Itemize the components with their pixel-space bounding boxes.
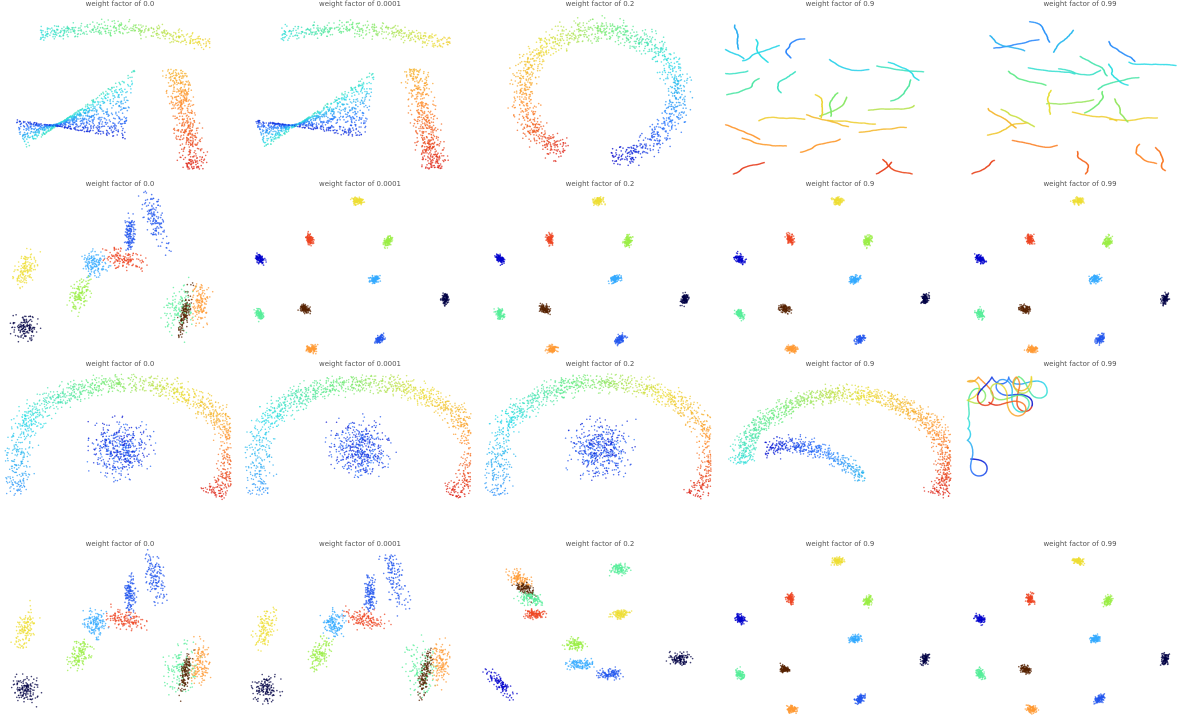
point-cloud [973, 556, 1171, 715]
scatter-panel: weight factor of 0.0001 [240, 180, 480, 360]
point-cloud [724, 24, 925, 175]
scatter-panel: weight factor of 0.0 [0, 0, 240, 180]
point-cloud [9, 190, 214, 343]
panel-title: weight factor of 0.99 [960, 180, 1200, 188]
panel-title: weight factor of 0.99 [960, 0, 1200, 8]
point-cloud [733, 196, 931, 355]
panel-title: weight factor of 0.0001 [240, 180, 480, 188]
panel-title: weight factor of 0.9 [720, 540, 960, 548]
scatter-plot [482, 562, 694, 701]
panel-title: weight factor of 0.99 [960, 360, 1200, 368]
point-cloud [971, 20, 1177, 175]
point-cloud [482, 562, 694, 701]
point-cloud [15, 18, 211, 170]
scatter-panel: weight factor of 0.0 [0, 180, 240, 360]
scatter-plot [15, 18, 211, 170]
panel-title: weight factor of 0.0 [0, 180, 240, 188]
panel-title: weight factor of 0.99 [960, 540, 1200, 548]
panel-title: weight factor of 0.2 [480, 360, 720, 368]
scatter-plot [255, 19, 451, 170]
scatter-plot [507, 15, 694, 167]
panel-title: weight factor of 0.0 [0, 360, 240, 368]
scatter-panel: weight factor of 0.9 [720, 360, 960, 540]
scatter-plot [973, 556, 1171, 715]
panel-title: weight factor of 0.0 [0, 540, 240, 548]
scatter-plot [966, 375, 1048, 477]
point-cloud [966, 375, 1048, 477]
point-cloud [484, 373, 712, 500]
scatter-panel: weight factor of 0.9 [720, 180, 960, 360]
panel-title: weight factor of 0.2 [480, 0, 720, 8]
point-cloud [493, 196, 690, 354]
scatter-plot [244, 374, 472, 499]
scatter-plot [10, 549, 212, 708]
panel-title: weight factor of 0.9 [720, 180, 960, 188]
panel-title: weight factor of 0.0001 [240, 0, 480, 8]
point-cloud [734, 555, 931, 715]
panel-title: weight factor of 0.9 [720, 360, 960, 368]
point-cloud [255, 19, 451, 170]
scatter-panel: weight factor of 0.0001 [240, 0, 480, 180]
scatter-plot [493, 196, 690, 354]
scatter-plot [734, 555, 931, 715]
scatter-plot [253, 196, 450, 355]
scatter-plot [733, 196, 931, 355]
point-cloud [250, 554, 451, 705]
scatter-panel: weight factor of 0.0001 [240, 540, 480, 720]
scatter-plot [973, 196, 1171, 354]
scatter-panel: weight factor of 0.9 [720, 0, 960, 180]
panel-title: weight factor of 0.0 [0, 0, 240, 8]
panel-title: weight factor of 0.2 [480, 180, 720, 188]
scatter-panel: weight factor of 0.0001 [240, 360, 480, 540]
point-cloud [728, 383, 952, 499]
scatter-plot [9, 190, 214, 343]
scatter-plot [728, 383, 952, 499]
point-cloud [244, 374, 472, 499]
point-cloud [973, 196, 1171, 354]
panel-title: weight factor of 0.0001 [240, 540, 480, 548]
point-cloud [507, 15, 694, 167]
panel-title: weight factor of 0.2 [480, 540, 720, 548]
scatter-panel: weight factor of 0.2 [480, 0, 720, 180]
scatter-panel: weight factor of 0.0 [0, 540, 240, 720]
scatter-panel: weight factor of 0.2 [480, 360, 720, 540]
scatter-panel: weight factor of 0.99 [960, 360, 1200, 540]
scatter-panel: weight factor of 0.99 [960, 0, 1200, 180]
scatter-plot [4, 373, 232, 501]
panel-title: weight factor of 0.9 [720, 0, 960, 8]
scatter-panel: weight factor of 0.99 [960, 180, 1200, 360]
panel-title: weight factor of 0.0001 [240, 360, 480, 368]
scatter-panel: weight factor of 0.2 [480, 540, 720, 720]
scatter-plot [250, 554, 451, 705]
scatter-panel: weight factor of 0.2 [480, 180, 720, 360]
point-cloud [4, 373, 232, 501]
scatter-plot [484, 373, 712, 500]
scatter-panel: weight factor of 0.0 [0, 360, 240, 540]
scatter-plot [724, 24, 925, 175]
scatter-panel: weight factor of 0.99 [960, 540, 1200, 720]
point-cloud [253, 196, 450, 355]
scatter-plot [971, 20, 1177, 175]
scatter-panel: weight factor of 0.9 [720, 540, 960, 720]
point-cloud [10, 549, 212, 708]
